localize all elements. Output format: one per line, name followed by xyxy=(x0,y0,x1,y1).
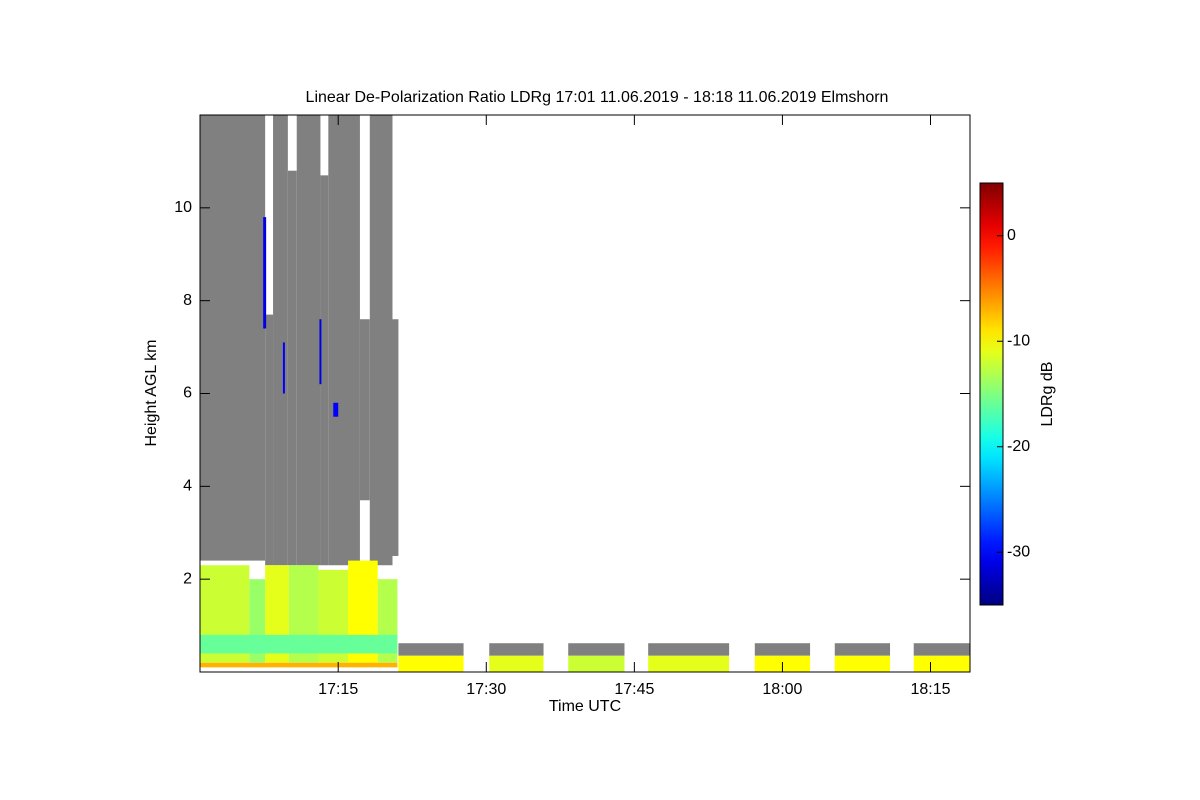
cell xyxy=(834,655,891,672)
colorbar-tick-label: -30 xyxy=(1007,543,1030,560)
colorbar-tick-label: 0 xyxy=(1007,227,1016,244)
y-tick-label: 10 xyxy=(174,199,192,216)
cell xyxy=(913,655,970,672)
cell xyxy=(369,115,393,566)
cell xyxy=(200,115,266,561)
x-tick-label: 17:15 xyxy=(318,681,358,698)
cell xyxy=(568,643,625,656)
cell xyxy=(392,319,399,556)
chart-title: Linear De-Polarization Ratio LDRg 17:01 … xyxy=(306,89,889,106)
cell xyxy=(273,115,288,566)
cell xyxy=(333,402,339,417)
cell xyxy=(200,634,398,654)
y-tick-label: 2 xyxy=(183,570,192,587)
cell xyxy=(913,643,970,656)
cell xyxy=(328,115,360,566)
cell xyxy=(754,643,811,656)
y-axis-label: Height AGL km xyxy=(143,339,160,446)
cell xyxy=(200,662,398,668)
cell xyxy=(359,319,370,501)
colorbar-tick-label: -20 xyxy=(1007,438,1030,455)
cell xyxy=(398,655,464,672)
x-tick-label: 17:45 xyxy=(614,681,654,698)
y-tick-label: 4 xyxy=(183,478,192,495)
cell xyxy=(263,217,267,329)
cell xyxy=(320,175,329,566)
colorbar xyxy=(979,182,1004,606)
colorbar-tick-label: -10 xyxy=(1007,332,1030,349)
y-tick-label: 6 xyxy=(183,385,192,402)
cell xyxy=(489,655,544,672)
cell xyxy=(489,643,544,656)
cell xyxy=(398,643,464,656)
cell xyxy=(648,655,730,672)
y-tick-label: 8 xyxy=(183,292,192,309)
colorbar-label: LDRg dB xyxy=(1039,362,1056,427)
x-tick-label: 18:15 xyxy=(910,681,950,698)
cell xyxy=(648,643,730,656)
cell xyxy=(265,314,274,566)
cell xyxy=(287,170,297,566)
cell xyxy=(568,655,625,672)
x-tick-label: 17:30 xyxy=(466,681,506,698)
cell xyxy=(319,319,322,385)
x-axis-label: Time UTC xyxy=(549,698,621,715)
cell xyxy=(834,643,891,656)
cell xyxy=(296,115,321,566)
cell xyxy=(282,342,285,394)
x-tick-label: 18:00 xyxy=(762,681,802,698)
